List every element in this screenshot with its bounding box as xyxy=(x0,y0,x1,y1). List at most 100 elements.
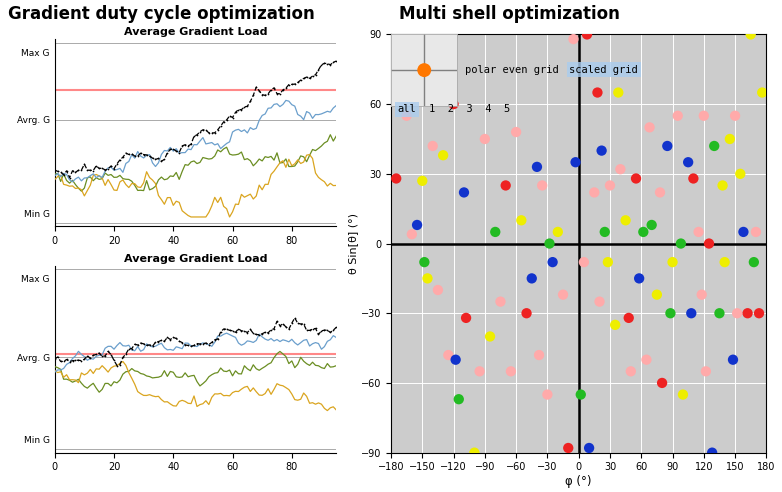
Point xyxy=(515,216,528,224)
Point xyxy=(437,152,450,159)
Point xyxy=(625,368,637,375)
Point xyxy=(447,100,460,108)
Point xyxy=(654,188,666,196)
Point xyxy=(547,258,559,266)
Point xyxy=(432,286,444,294)
Point xyxy=(453,395,465,403)
Point xyxy=(484,333,497,340)
Point xyxy=(406,230,418,238)
Point xyxy=(676,391,689,399)
Point xyxy=(614,165,626,173)
Point xyxy=(612,89,625,96)
Point xyxy=(426,142,439,150)
Point xyxy=(716,182,729,189)
Point xyxy=(672,112,684,120)
Point xyxy=(664,309,676,317)
Title: Average Gradient Load: Average Gradient Load xyxy=(124,253,267,264)
Point xyxy=(737,228,750,236)
Point xyxy=(562,444,575,452)
Point xyxy=(551,228,564,236)
Text: 1  2  3  4  5: 1 2 3 4 5 xyxy=(429,104,510,114)
Point xyxy=(682,158,694,166)
Point xyxy=(644,123,656,131)
Point xyxy=(661,142,673,150)
Point xyxy=(416,177,429,184)
Point xyxy=(504,368,517,375)
Point xyxy=(675,240,687,247)
Point xyxy=(569,158,582,166)
Point xyxy=(468,449,481,457)
Point xyxy=(637,228,650,236)
Point xyxy=(719,258,731,266)
Point xyxy=(543,240,556,247)
Point xyxy=(609,321,622,329)
Y-axis label: θ Sin[θ] (°): θ Sin[θ] (°) xyxy=(348,213,358,274)
Point xyxy=(581,31,594,38)
Point xyxy=(536,182,548,189)
Point xyxy=(622,314,635,322)
Point xyxy=(708,142,720,150)
Point xyxy=(541,391,554,399)
Point xyxy=(557,291,569,299)
Point xyxy=(583,444,595,452)
Point xyxy=(656,379,669,387)
Point xyxy=(595,147,608,154)
Point xyxy=(575,391,587,399)
Point xyxy=(473,368,486,375)
Point xyxy=(500,182,512,189)
Point xyxy=(729,112,741,120)
Point xyxy=(726,356,739,364)
Point xyxy=(723,135,736,143)
Point xyxy=(418,66,431,74)
Point xyxy=(604,182,616,189)
Text: Multi shell optimization: Multi shell optimization xyxy=(399,5,619,23)
Point xyxy=(421,275,434,282)
Point xyxy=(418,258,431,266)
Point xyxy=(734,170,747,178)
Point xyxy=(741,309,754,317)
Point xyxy=(411,221,423,229)
Text: polar even grid: polar even grid xyxy=(465,65,559,75)
Point xyxy=(703,240,716,247)
Point xyxy=(598,228,611,236)
Point xyxy=(450,356,462,364)
Point xyxy=(531,163,543,171)
Point xyxy=(601,258,614,266)
Point xyxy=(533,351,545,359)
Point xyxy=(400,112,413,120)
Point xyxy=(756,89,769,96)
Point xyxy=(489,228,501,236)
Point xyxy=(692,228,705,236)
Point xyxy=(578,258,590,266)
Point xyxy=(744,31,757,38)
Point xyxy=(750,228,762,236)
Text: all: all xyxy=(397,104,416,114)
Point xyxy=(753,309,766,317)
Text: scaled grid: scaled grid xyxy=(569,65,638,75)
Point xyxy=(748,258,760,266)
Point xyxy=(526,275,538,282)
Point xyxy=(567,35,579,43)
Point xyxy=(695,291,708,299)
Point xyxy=(442,351,454,359)
Point xyxy=(731,309,744,317)
Title: Average Gradient Load: Average Gradient Load xyxy=(124,27,267,37)
Point xyxy=(479,135,491,143)
Point xyxy=(713,309,726,317)
Point xyxy=(494,298,507,306)
Point xyxy=(619,216,632,224)
Point xyxy=(645,221,658,229)
Point xyxy=(395,89,407,96)
Point xyxy=(687,175,700,183)
Point xyxy=(510,128,522,136)
Point xyxy=(594,298,606,306)
Point xyxy=(457,188,470,196)
Point xyxy=(640,356,653,364)
Point xyxy=(630,175,642,183)
Point xyxy=(520,309,533,317)
Text: Gradient duty cycle optimization: Gradient duty cycle optimization xyxy=(8,5,314,23)
Point xyxy=(390,175,403,183)
Point xyxy=(460,314,472,322)
Point xyxy=(651,291,663,299)
X-axis label: φ (°): φ (°) xyxy=(565,475,592,488)
